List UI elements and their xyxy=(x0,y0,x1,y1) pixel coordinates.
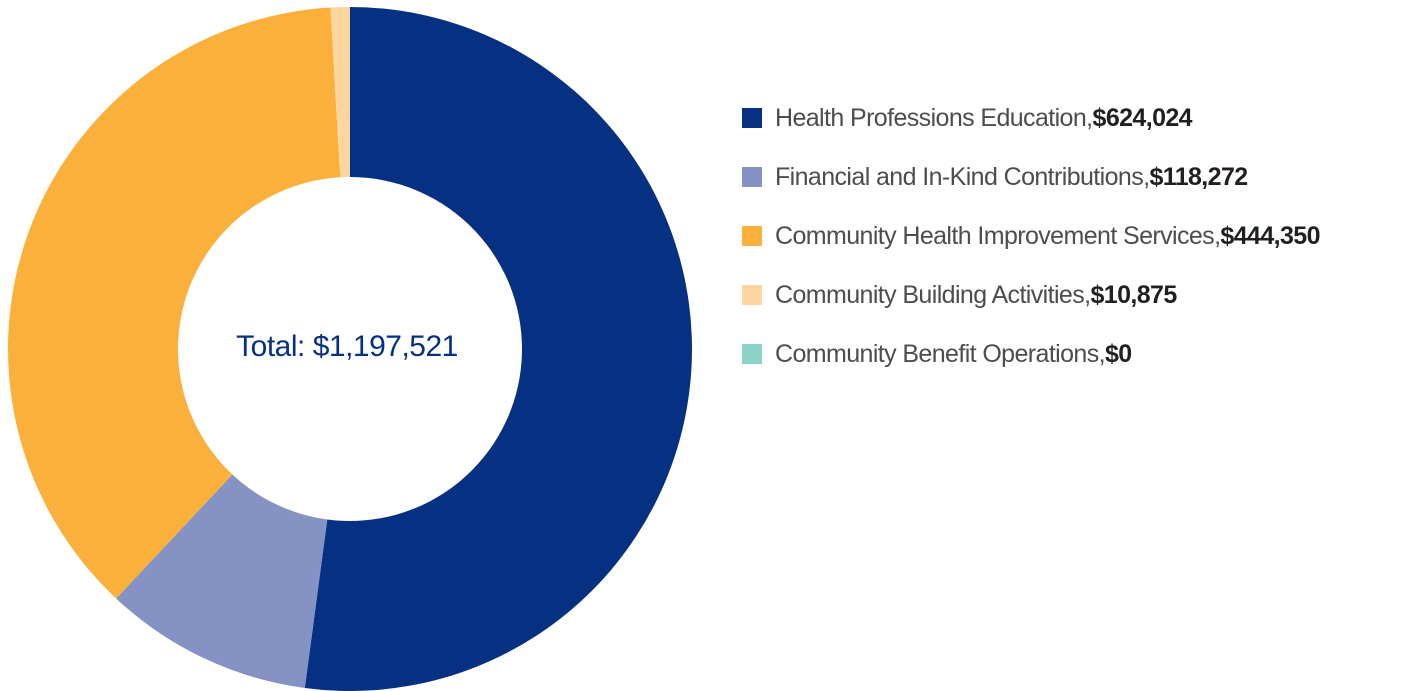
legend-value: $624,024 xyxy=(1092,103,1193,132)
legend-item-health-professions-education: Health Professions Education, $624,024 xyxy=(742,100,1320,136)
legend-label: Community Building Activities, xyxy=(775,280,1091,309)
donut-chart: Total: $1,197,521 xyxy=(7,7,692,691)
legend-swatch xyxy=(742,285,762,305)
slice-community-health-improvement-services xyxy=(7,7,341,599)
legend-value: $118,272 xyxy=(1149,162,1248,191)
legend-item-community-health-improvement-services: Community Health Improvement Services, $… xyxy=(742,218,1321,254)
legend-label: Health Professions Education, xyxy=(775,103,1093,132)
donut-slices xyxy=(7,7,692,691)
legend-value: $444,350 xyxy=(1220,221,1320,250)
legend-swatch xyxy=(742,167,762,187)
slice-community-building-activities xyxy=(330,7,350,178)
legend-label: Community Benefit Operations, xyxy=(775,339,1106,368)
center-total-label: Total: $1,197,521 xyxy=(236,330,458,363)
legend-swatch xyxy=(742,108,762,128)
slice-financial-and-in-kind-contributions xyxy=(116,474,328,688)
legend-item-community-benefit-operations: Community Benefit Operations, $0 xyxy=(742,336,1320,372)
legend-item-community-building-activities: Community Building Activities, $10,875 xyxy=(742,277,1320,313)
slice-health-professions-education xyxy=(304,7,692,691)
legend-swatch xyxy=(742,344,762,364)
legend-swatch xyxy=(742,226,762,246)
legend: Health Professions Education, $624,024 Fi… xyxy=(742,100,1321,395)
legend-item-financial-and-in-kind-contributions: Financial and In-Kind Contributions, $11… xyxy=(742,159,1320,195)
legend-label: Community Health Improvement Services, xyxy=(775,221,1221,250)
legend-label: Financial and In-Kind Contributions, xyxy=(775,162,1150,191)
legend-value: $10,875 xyxy=(1090,280,1177,309)
legend-value: $0 xyxy=(1104,339,1132,368)
